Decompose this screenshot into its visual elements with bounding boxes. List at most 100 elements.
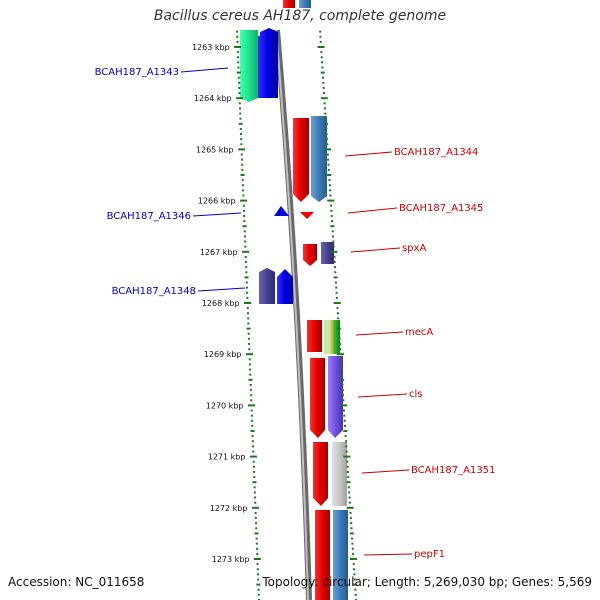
tick-mark-right [330, 214, 333, 217]
tick-mark-left [237, 61, 240, 64]
tick-label: 1273 kbp [212, 555, 250, 564]
tick-mark-left [251, 506, 259, 509]
gene-cls-b [328, 356, 343, 438]
tick-mark-right [353, 583, 358, 586]
gene-pepf1-b [333, 510, 348, 600]
tick-mark-right [333, 261, 336, 264]
tick-mark-left [257, 598, 260, 600]
tick-mark-right [346, 470, 349, 473]
tick-mark-right [353, 578, 356, 581]
tick-mark-left [242, 209, 245, 212]
tick-mark-left [239, 117, 242, 120]
tick-mark-left [240, 174, 245, 176]
tick-mark-left [254, 517, 257, 520]
tick-mark-left [248, 348, 251, 351]
gene-bcah187-a1351-a [313, 442, 328, 506]
tick-mark-right [350, 522, 353, 525]
gene-label[interactable]: pepF1 [414, 549, 445, 560]
tick-mark-right [347, 476, 350, 479]
tick-mark-left [252, 465, 255, 468]
gene-leader-line [180, 67, 229, 73]
tick-mark-left [255, 522, 258, 525]
tick-mark-right [320, 71, 325, 74]
gene-bcah187-a1345 [300, 212, 314, 219]
tick-mark-right [343, 409, 346, 412]
gene-leader-line [361, 469, 410, 474]
tick-mark-right [326, 143, 329, 146]
tick-mark-left [247, 317, 250, 320]
tick-mark-left [256, 552, 259, 555]
tick-mark-right [354, 588, 357, 591]
tick-mark-left [246, 353, 254, 356]
tick-labels: 1263 kbp 1264 kbp 1265 kbp 1266 kbp 1267 kbp… [192, 43, 249, 564]
tick-mark-right [324, 117, 327, 120]
tick-mark-right [334, 271, 337, 274]
tick-label: 1272 kbp [210, 504, 248, 513]
tick-label: 1269 kbp [204, 350, 242, 359]
gene-labels: BCAH187_A1343 BCAH187_A1344 BCAH187_A1345 B… [95, 67, 496, 560]
tick-mark-right [348, 491, 351, 494]
tick-mark-right [344, 435, 347, 438]
tick-mark-right [319, 40, 322, 43]
tick-mark-left [240, 153, 243, 156]
tick-mark-right [335, 291, 338, 294]
tick-mark-left [255, 542, 258, 545]
tick-mark-left [240, 133, 243, 136]
tick-mark-right [354, 593, 357, 596]
tick-mark-right [336, 327, 341, 330]
tick-mark-left [236, 35, 239, 38]
tick-mark-left [249, 455, 257, 458]
tick-mark-left [253, 486, 256, 489]
tick-mark-left [238, 148, 246, 151]
tick-mark-left [242, 194, 245, 197]
tick-mark-left [242, 204, 245, 207]
tick-mark-left [236, 40, 239, 43]
tick-mark-right [353, 573, 356, 576]
tick-mark-left [252, 450, 255, 453]
tick-mark-left [239, 107, 242, 110]
gene-label[interactable]: cls [409, 389, 423, 400]
tick-mark-right [327, 174, 332, 176]
tick-mark-left [242, 250, 250, 253]
gene-top-blue [299, 0, 311, 8]
gene-label[interactable]: mecA [405, 327, 433, 338]
gene-label[interactable]: BCAH187_A1344 [394, 147, 478, 158]
tick-mark-right [327, 199, 335, 202]
tick-mark-left [237, 66, 240, 69]
tick-mark-right [336, 307, 339, 310]
tick-mark-left [238, 102, 241, 105]
tick-mark-left [247, 404, 255, 407]
gene-label[interactable]: BCAH187_A1348 [112, 286, 196, 297]
gene-leader-line [357, 393, 408, 398]
tick-mark-left [239, 127, 242, 130]
tick-mark-right [338, 332, 341, 335]
gene-label[interactable]: BCAH187_A1345 [399, 203, 483, 214]
tick-mark-right [348, 496, 351, 499]
tick-mark-left [246, 296, 249, 299]
tick-mark-right [345, 450, 348, 453]
gene-label[interactable]: BCAH187_A1343 [95, 67, 179, 78]
tick-mark-left [238, 92, 241, 95]
tick-mark-left [238, 86, 241, 89]
tick-mark-left [252, 481, 257, 484]
tick-mark-left [238, 122, 243, 125]
tick-mark-left [252, 445, 255, 448]
gene-label[interactable]: spxA [402, 243, 426, 254]
tick-mark-left [241, 163, 244, 166]
tick-mark-left [256, 568, 259, 571]
tick-mark-right [340, 373, 343, 376]
gene-leader-line [344, 151, 393, 157]
gene-cls-a [310, 358, 325, 438]
gene-spxa-b [321, 242, 334, 264]
tick-mark-right [346, 460, 349, 463]
tick-mark-right [336, 312, 339, 315]
tick-mark-right [331, 230, 334, 233]
gene-label[interactable]: BCAH187_A1346 [107, 211, 191, 222]
tick-mark-left [251, 419, 254, 422]
gene-label[interactable]: BCAH187_A1351 [411, 465, 495, 476]
tick-mark-left [237, 56, 240, 59]
gene-bcah187-a1344-b [311, 116, 327, 202]
tick-mark-right [329, 189, 332, 192]
tick-mark-right [338, 337, 341, 340]
